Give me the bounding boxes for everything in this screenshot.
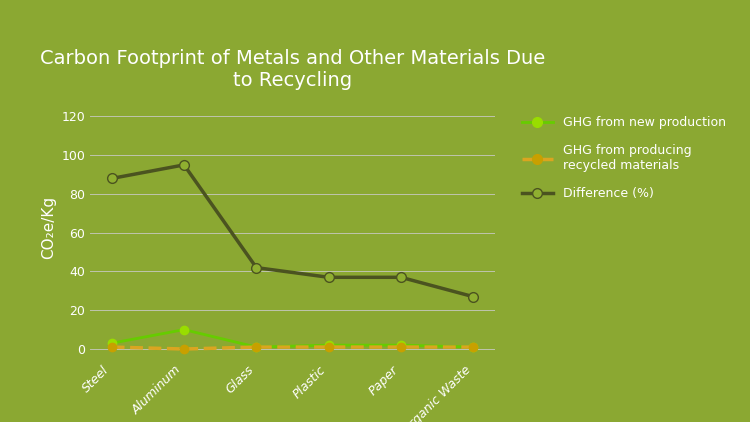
Title: Carbon Footprint of Metals and Other Materials Due
to Recycling: Carbon Footprint of Metals and Other Mat…: [40, 49, 545, 90]
Legend: GHG from new production, GHG from producing
recycled materials, Difference (%): GHG from new production, GHG from produc…: [521, 116, 726, 200]
Y-axis label: CO₂e/Kg: CO₂e/Kg: [40, 196, 56, 260]
